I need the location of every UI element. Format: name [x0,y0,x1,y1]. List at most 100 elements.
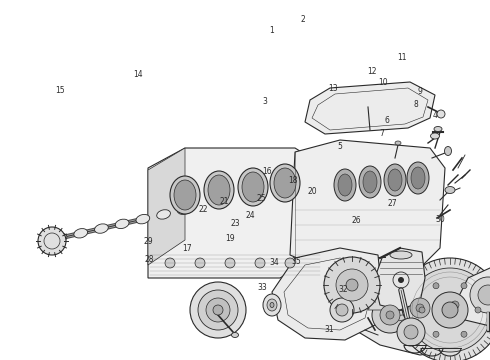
Ellipse shape [204,171,234,209]
Circle shape [324,257,380,313]
Circle shape [433,283,439,289]
Polygon shape [305,82,435,134]
Ellipse shape [388,169,402,191]
Ellipse shape [384,164,406,196]
Circle shape [398,258,490,360]
Ellipse shape [174,180,196,210]
Circle shape [451,301,459,309]
Ellipse shape [411,167,425,189]
Ellipse shape [157,210,171,219]
Text: 20: 20 [308,187,318,196]
Text: 32: 32 [338,285,348,294]
Circle shape [213,305,223,315]
Text: 28: 28 [145,255,154,264]
Ellipse shape [407,162,429,194]
Text: 25: 25 [256,194,266,202]
Ellipse shape [395,141,401,145]
Circle shape [198,290,238,330]
Ellipse shape [238,168,268,206]
Circle shape [437,287,473,323]
Circle shape [475,307,481,313]
Circle shape [470,277,490,313]
Text: 16: 16 [262,166,272,175]
Circle shape [445,295,465,315]
Ellipse shape [177,205,191,215]
Text: 4: 4 [433,111,438,120]
Circle shape [38,227,66,255]
Circle shape [206,298,230,322]
Text: 34: 34 [270,258,279,267]
Circle shape [380,305,400,325]
Polygon shape [290,140,445,272]
Ellipse shape [208,175,230,205]
Text: 23: 23 [230,219,240,228]
Circle shape [165,258,175,268]
Text: 15: 15 [55,86,65,95]
Circle shape [402,290,438,326]
Polygon shape [148,148,185,265]
Polygon shape [368,290,412,310]
Circle shape [398,277,404,283]
Ellipse shape [263,294,281,316]
Ellipse shape [334,169,356,201]
Circle shape [461,331,467,337]
Ellipse shape [170,176,200,214]
Circle shape [442,302,458,318]
Text: 26: 26 [351,216,361,225]
Text: 33: 33 [257,284,267,292]
Ellipse shape [231,333,239,338]
Text: 19: 19 [225,234,235,243]
Text: 7: 7 [380,129,385,138]
Text: 5: 5 [337,142,342,151]
Text: 11: 11 [397,53,407,62]
Polygon shape [374,248,425,310]
Text: 6: 6 [385,116,390,125]
Circle shape [336,304,348,316]
Text: 12: 12 [368,68,377,77]
Circle shape [346,279,358,291]
Circle shape [195,258,205,268]
Circle shape [386,311,394,319]
Text: 13: 13 [328,84,338,93]
Text: 9: 9 [418,87,423,96]
Ellipse shape [363,171,377,193]
Ellipse shape [267,299,277,311]
Polygon shape [148,148,330,278]
Ellipse shape [136,215,150,224]
Ellipse shape [434,126,442,131]
Text: 1: 1 [270,26,274,35]
Circle shape [410,298,430,318]
Ellipse shape [242,172,264,202]
Text: 35: 35 [292,256,301,266]
Text: 17: 17 [182,244,192,253]
Circle shape [336,269,368,301]
Polygon shape [433,280,477,300]
Circle shape [285,258,295,268]
Text: 22: 22 [198,205,208,214]
Circle shape [419,307,425,313]
Ellipse shape [53,233,67,243]
Ellipse shape [431,133,440,139]
Circle shape [225,258,235,268]
Circle shape [433,331,439,337]
Text: 3: 3 [262,97,267,106]
Text: 31: 31 [324,325,334,334]
Text: 27: 27 [387,199,397,208]
Ellipse shape [390,251,412,259]
Circle shape [478,285,490,305]
Text: 8: 8 [413,100,418,109]
Circle shape [437,110,445,118]
Polygon shape [348,278,490,355]
Circle shape [397,318,425,346]
Ellipse shape [74,229,88,238]
Text: 10: 10 [378,78,388,87]
Ellipse shape [270,302,274,307]
Circle shape [190,282,246,338]
Text: 18: 18 [288,176,298,185]
Ellipse shape [274,168,296,198]
Text: 24: 24 [245,211,255,220]
Ellipse shape [338,174,352,196]
Ellipse shape [115,219,129,229]
Circle shape [404,325,418,339]
Ellipse shape [270,164,300,202]
